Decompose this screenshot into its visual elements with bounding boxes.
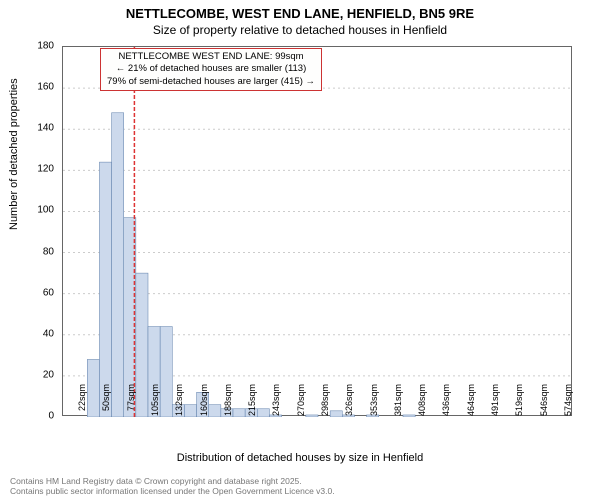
- x-tick-label: 546sqm: [539, 384, 549, 420]
- chart-title-line1: NETTLECOMBE, WEST END LANE, HENFIELD, BN…: [0, 0, 600, 21]
- y-tick-label: 100: [37, 205, 54, 216]
- y-tick-label: 140: [37, 123, 54, 134]
- x-tick-label: 22sqm: [77, 384, 87, 420]
- x-tick-label: 243sqm: [271, 384, 281, 420]
- y-tick-label: 80: [43, 246, 54, 257]
- chart-svg: [63, 47, 573, 417]
- x-tick-label: 215sqm: [247, 384, 257, 420]
- x-tick-label: 408sqm: [417, 384, 427, 420]
- x-tick-label: 105sqm: [150, 384, 160, 420]
- y-axis-ticks: 020406080100120140160180: [0, 46, 58, 416]
- annotation-box: NETTLECOMBE WEST END LANE: 99sqm ← 21% o…: [100, 48, 322, 91]
- y-tick-label: 180: [37, 41, 54, 52]
- x-tick-label: 160sqm: [199, 384, 209, 420]
- annotation-line2: ← 21% of detached houses are smaller (11…: [107, 63, 315, 75]
- y-tick-label: 60: [43, 287, 54, 298]
- footer-line1: Contains HM Land Registry data © Crown c…: [10, 476, 335, 486]
- y-tick-label: 40: [43, 328, 54, 339]
- y-tick-label: 120: [37, 164, 54, 175]
- y-tick-label: 160: [37, 82, 54, 93]
- x-tick-label: 50sqm: [101, 384, 111, 420]
- histogram-bar: [87, 359, 99, 417]
- histogram-bar: [160, 327, 172, 417]
- histogram-bar: [136, 273, 148, 417]
- bars-group: [87, 113, 415, 417]
- x-tick-label: 436sqm: [441, 384, 451, 420]
- annotation-line1: NETTLECOMBE WEST END LANE: 99sqm: [107, 51, 315, 63]
- x-tick-label: 381sqm: [393, 384, 403, 420]
- x-tick-label: 188sqm: [223, 384, 233, 420]
- x-tick-label: 77sqm: [126, 384, 136, 420]
- x-tick-label: 491sqm: [490, 384, 500, 420]
- x-axis-ticks: 22sqm50sqm77sqm105sqm132sqm160sqm188sqm2…: [62, 416, 572, 456]
- chart-title-line2: Size of property relative to detached ho…: [0, 21, 600, 41]
- y-tick-label: 0: [48, 411, 54, 422]
- x-tick-label: 326sqm: [344, 384, 354, 420]
- histogram-bar: [99, 162, 111, 417]
- x-tick-label: 574sqm: [563, 384, 573, 420]
- annotation-line3: 79% of semi-detached houses are larger (…: [107, 76, 315, 88]
- chart-plot-area: [62, 46, 572, 416]
- footer: Contains HM Land Registry data © Crown c…: [10, 476, 335, 496]
- x-tick-label: 353sqm: [369, 384, 379, 420]
- footer-line2: Contains public sector information licen…: [10, 486, 335, 496]
- x-tick-label: 464sqm: [466, 384, 476, 420]
- x-tick-label: 298sqm: [320, 384, 330, 420]
- histogram-bar: [112, 113, 124, 417]
- x-tick-label: 132sqm: [174, 384, 184, 420]
- x-tick-label: 270sqm: [296, 384, 306, 420]
- y-tick-label: 20: [43, 369, 54, 380]
- x-tick-label: 519sqm: [514, 384, 524, 420]
- x-axis-label: Distribution of detached houses by size …: [0, 452, 600, 464]
